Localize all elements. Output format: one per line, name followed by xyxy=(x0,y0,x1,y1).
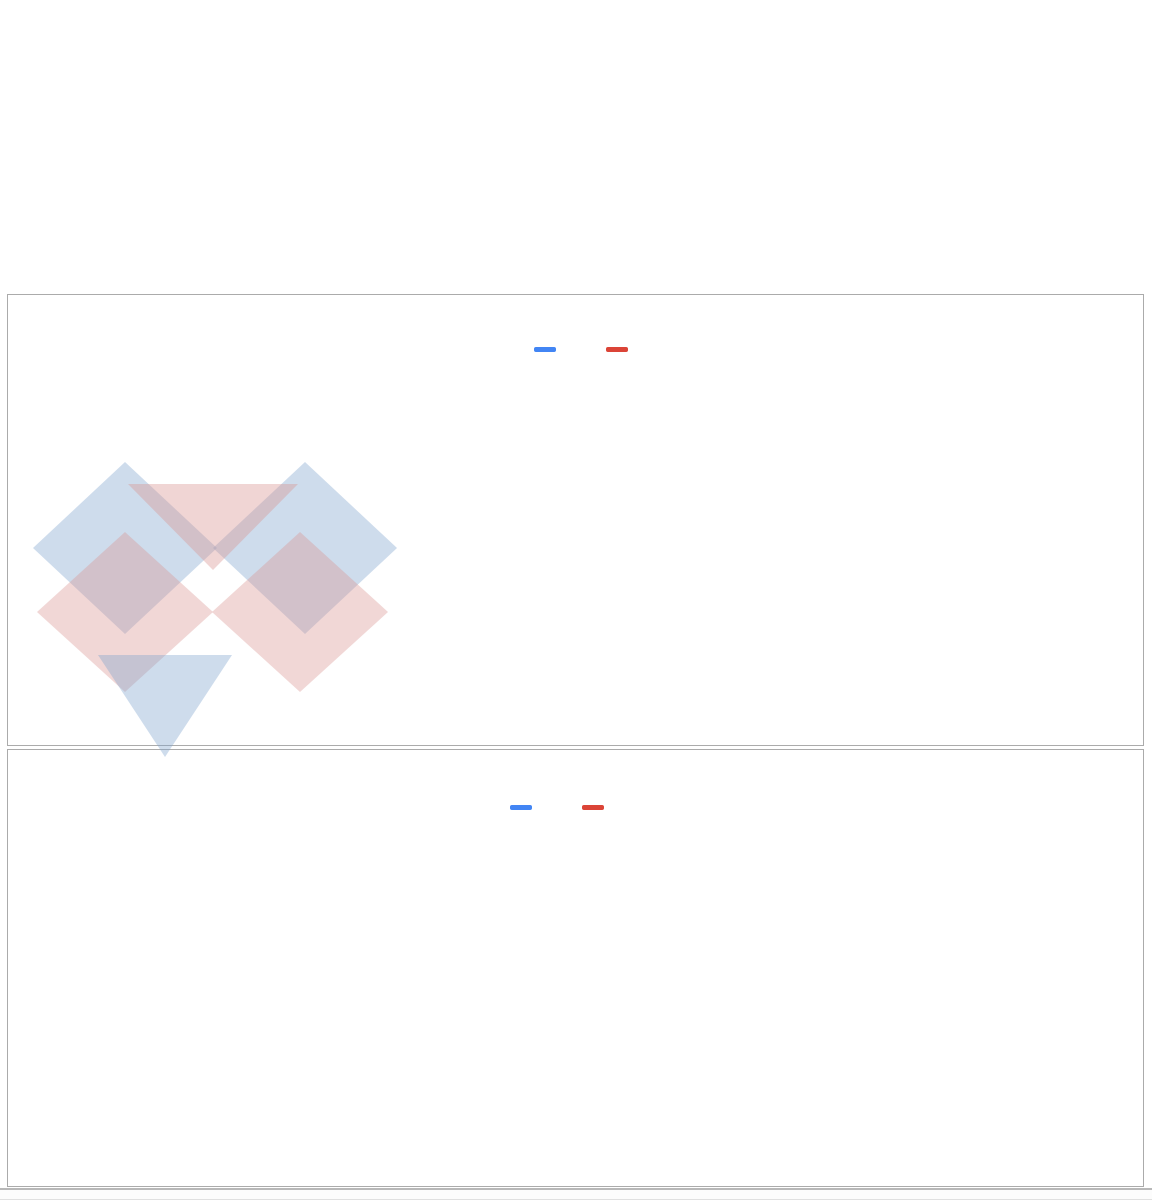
legend-swatch-blue xyxy=(534,347,556,352)
legend-swatch-blue xyxy=(510,805,532,810)
chart2-legend-item-avg xyxy=(582,805,612,810)
legend-swatch-red xyxy=(606,347,628,352)
chart-panel-arabica-seasonal[interactable] xyxy=(7,749,1144,1187)
chart2-legend-item-2025 xyxy=(510,805,540,810)
chart1-legend-item-stock xyxy=(534,347,564,352)
chart-panel-arabica-stock-price[interactable] xyxy=(7,294,1144,746)
chart1-legend xyxy=(120,347,1050,352)
next-row-strip xyxy=(0,1188,1152,1200)
chart1-legend-item-price xyxy=(606,347,636,352)
chart2-legend xyxy=(84,805,1122,810)
legend-swatch-red xyxy=(582,805,604,810)
